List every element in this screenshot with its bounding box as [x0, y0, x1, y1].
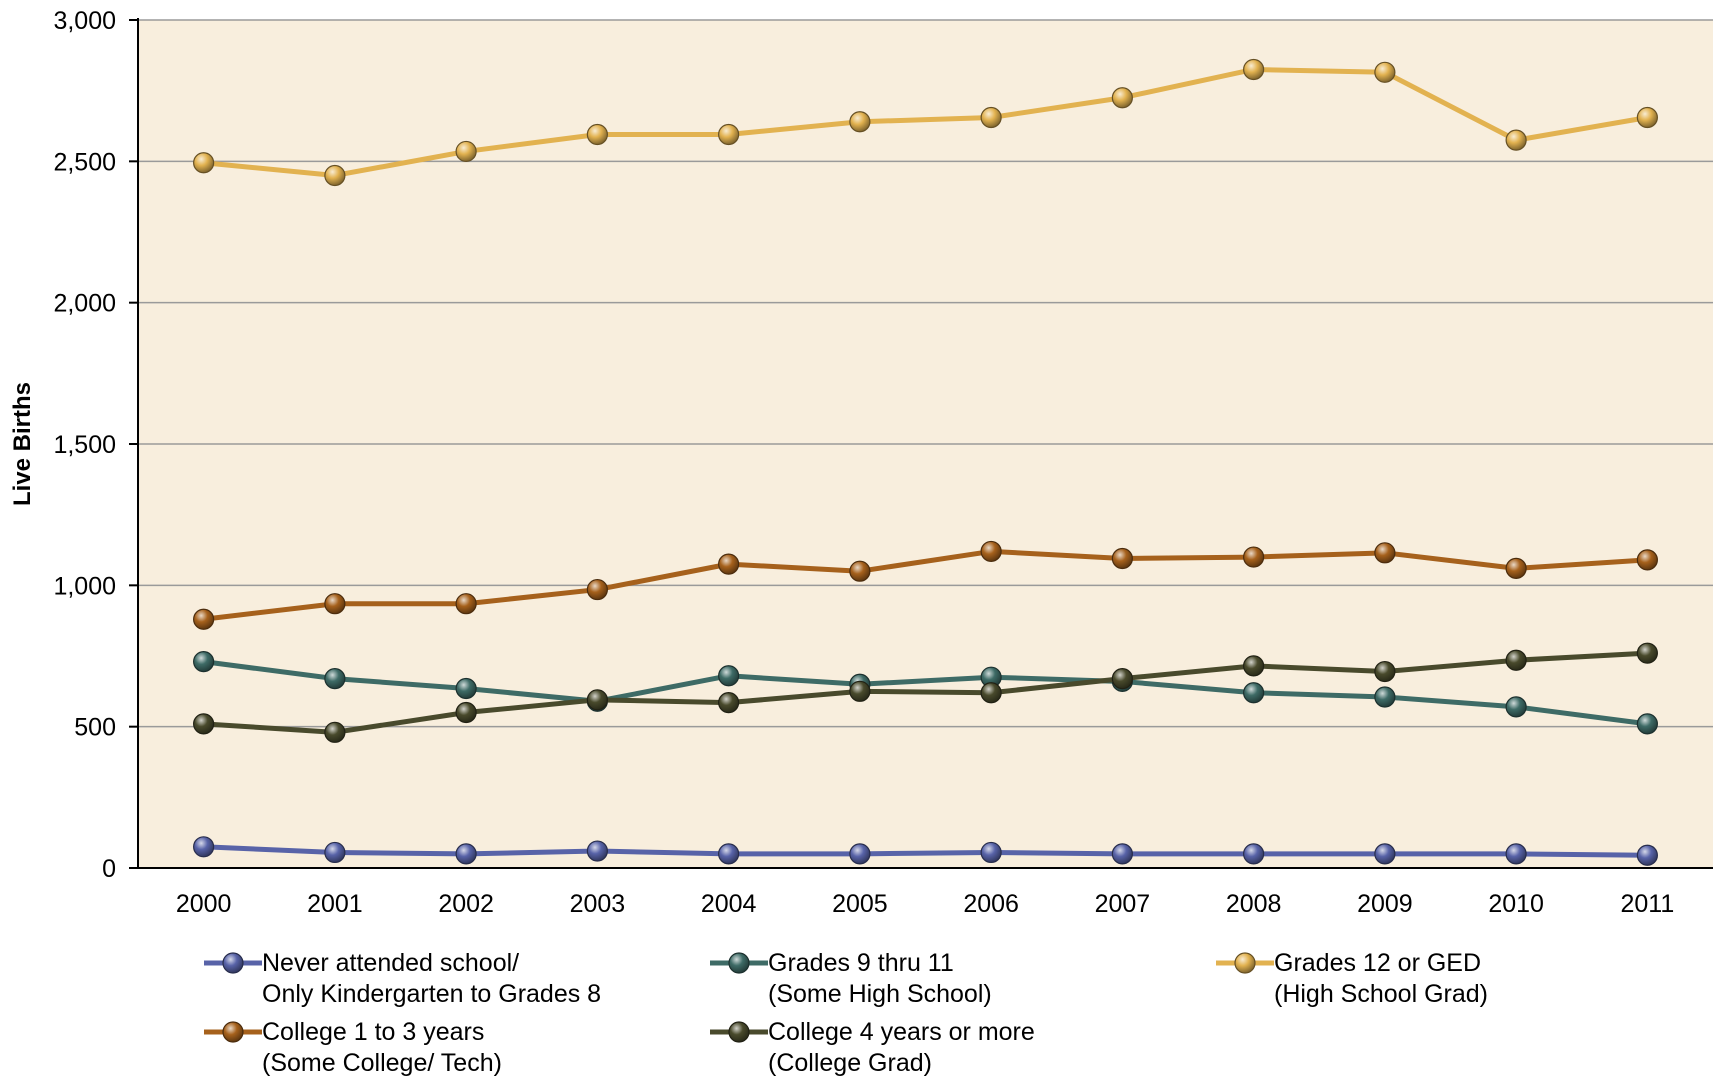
data-point — [1111, 547, 1133, 570]
data-point — [586, 689, 608, 711]
x-tick-label: 2005 — [832, 890, 888, 918]
data-point — [1243, 843, 1265, 865]
axes — [129, 18, 1713, 869]
data-point — [193, 608, 215, 630]
data-point — [455, 677, 477, 700]
data-point — [1636, 549, 1658, 571]
data-point — [980, 106, 1002, 129]
series-3 — [193, 540, 1658, 630]
data-point — [324, 164, 346, 187]
data-point — [1374, 61, 1396, 83]
y-tick-label: 1,000 — [53, 572, 116, 600]
data-point — [1636, 642, 1658, 664]
data-point — [193, 651, 215, 673]
series-0 — [193, 836, 1658, 866]
y-tick-labels: 0 500 1,000 1,500 2,000 2,500 3,000 — [53, 7, 116, 883]
series-2 — [193, 58, 1658, 187]
x-tick-label: 2000 — [176, 890, 232, 918]
data-point — [1111, 87, 1133, 109]
data-point — [1243, 682, 1265, 704]
gridlines — [138, 19, 1713, 728]
data-point — [193, 836, 215, 858]
data-point — [849, 560, 871, 582]
data-point — [1636, 713, 1658, 735]
data-point — [324, 668, 346, 690]
y-tick-label: 2,000 — [53, 290, 116, 318]
data-point — [980, 540, 1002, 563]
data-point — [718, 553, 740, 575]
y-tick-label: 0 — [102, 855, 116, 883]
series-4 — [193, 642, 1658, 743]
x-tick-label: 2008 — [1226, 890, 1282, 918]
data-point — [586, 840, 608, 862]
data-point — [1243, 546, 1265, 568]
data-point — [586, 578, 608, 601]
data-point — [980, 841, 1002, 864]
data-point — [849, 111, 871, 133]
x-tick-label: 2009 — [1357, 890, 1413, 918]
data-point — [455, 593, 477, 615]
data-point — [718, 843, 740, 865]
series-line — [203, 844, 1648, 858]
data-point — [324, 841, 346, 864]
y-tick-label: 1,500 — [53, 431, 116, 459]
data-point — [1374, 660, 1396, 683]
data-point — [324, 721, 346, 743]
data-point — [1243, 58, 1265, 81]
y-tick-label: 2,500 — [53, 148, 116, 176]
series-line — [203, 650, 1648, 735]
series-line — [203, 659, 1648, 727]
x-tick-label: 2007 — [1095, 890, 1151, 918]
data-point — [849, 680, 871, 702]
data-point — [586, 123, 608, 146]
data-point — [1111, 843, 1133, 865]
data-point — [455, 140, 477, 163]
series-1 — [193, 651, 1658, 735]
series-layer — [193, 58, 1658, 866]
x-tick-label: 2010 — [1488, 890, 1544, 918]
data-point — [1374, 843, 1396, 865]
series-line — [203, 548, 1648, 622]
data-point — [1505, 649, 1527, 671]
data-point — [1374, 686, 1396, 708]
data-point — [193, 713, 215, 735]
data-point — [1505, 696, 1527, 718]
x-tick-label: 2002 — [438, 890, 494, 918]
data-point — [1243, 655, 1265, 677]
data-point — [455, 701, 477, 724]
data-point — [1505, 557, 1527, 579]
data-point — [1374, 542, 1396, 564]
data-point — [718, 692, 740, 714]
y-axis-label: Live Births — [9, 382, 36, 506]
data-point — [980, 682, 1002, 704]
data-point — [849, 843, 871, 865]
data-point — [193, 152, 215, 174]
y-tick-label: 3,000 — [53, 7, 116, 35]
x-tick-label: 2001 — [307, 890, 363, 918]
y-tick-label: 500 — [74, 714, 116, 742]
x-tick-label: 2004 — [701, 890, 757, 918]
data-point — [1111, 668, 1133, 690]
data-point — [1636, 106, 1658, 129]
data-point — [455, 843, 477, 865]
x-tick-label: 2011 — [1620, 890, 1674, 918]
data-point — [1505, 129, 1527, 151]
data-point — [718, 123, 740, 146]
data-point — [1636, 844, 1658, 866]
series-line — [203, 66, 1648, 178]
x-tick-label: 2006 — [963, 890, 1019, 918]
x-tick-labels: 2000 2001 2002 2003 2004 2005 2006 2007 2008 2009… — [176, 890, 1674, 918]
x-tick-label: 2003 — [570, 890, 626, 918]
data-point — [1505, 843, 1527, 865]
data-point — [324, 593, 346, 615]
data-point — [718, 665, 740, 687]
